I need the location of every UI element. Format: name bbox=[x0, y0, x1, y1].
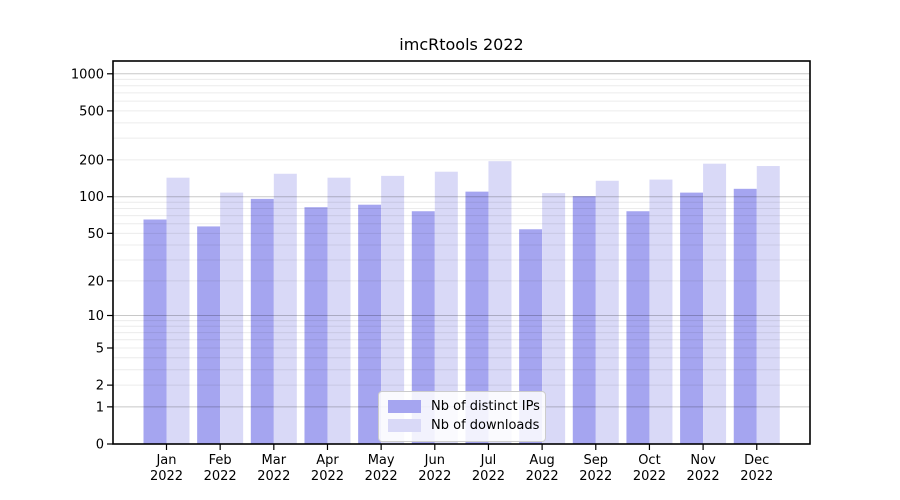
bar-downloads bbox=[220, 192, 244, 444]
bar-downloads bbox=[756, 166, 780, 445]
x-tick-label: Oct 2022 bbox=[633, 453, 666, 484]
bar-distinct-ips bbox=[465, 191, 489, 444]
bar-distinct-ips bbox=[197, 226, 221, 444]
chart-title: imcRtools 2022 bbox=[399, 35, 524, 54]
y-tick-label: 50 bbox=[87, 227, 104, 242]
bar-distinct-ips bbox=[411, 211, 435, 444]
y-tick-label: 0 bbox=[96, 438, 104, 453]
bar-distinct-ips bbox=[572, 196, 596, 444]
bar-downloads bbox=[542, 193, 566, 444]
x-tick-label: Mar 2022 bbox=[257, 453, 290, 484]
y-tick-label: 20 bbox=[87, 274, 104, 289]
bar-downloads bbox=[327, 177, 351, 445]
x-tick-label: Nov 2022 bbox=[687, 453, 720, 484]
x-tick-label: Jan 2022 bbox=[150, 453, 183, 484]
bar-downloads bbox=[381, 175, 405, 444]
bar-distinct-ips bbox=[519, 229, 543, 444]
bar-distinct-ips bbox=[733, 188, 757, 444]
y-tick-label: 1 bbox=[96, 400, 104, 415]
bar-distinct-ips bbox=[358, 204, 382, 444]
bar-distinct-ips bbox=[304, 207, 328, 444]
y-tick-label: 1000 bbox=[71, 67, 104, 82]
y-tick-label: 100 bbox=[79, 190, 104, 205]
axes-spines bbox=[112, 60, 811, 445]
y-tick-label: 2 bbox=[96, 379, 104, 394]
legend-label-downloads: Nb of downloads bbox=[431, 418, 540, 433]
legend-item-distinct-ips: Nb of distinct IPs bbox=[388, 397, 540, 416]
bar-downloads bbox=[703, 163, 727, 444]
x-tick-label: Dec 2022 bbox=[740, 453, 773, 484]
legend-item-downloads: Nb of downloads bbox=[388, 416, 540, 435]
legend-swatch-distinct-ips bbox=[388, 400, 421, 413]
bar-distinct-ips bbox=[680, 192, 704, 444]
legend: Nb of distinct IPs Nb of downloads bbox=[378, 391, 546, 442]
legend-label-distinct-ips: Nb of distinct IPs bbox=[431, 399, 540, 414]
bar-downloads bbox=[166, 177, 190, 445]
legend-swatch-downloads bbox=[388, 419, 421, 432]
bar-downloads bbox=[649, 179, 673, 444]
bar-downloads bbox=[273, 173, 297, 444]
x-tick-label: Jun 2022 bbox=[418, 453, 451, 484]
bar-distinct-ips bbox=[143, 219, 167, 444]
x-tick-label: Jul 2022 bbox=[472, 453, 505, 484]
x-tick-label: Apr 2022 bbox=[311, 453, 344, 484]
x-tick-label: Aug 2022 bbox=[526, 453, 559, 484]
y-tick-label: 500 bbox=[79, 104, 104, 119]
bar-distinct-ips bbox=[626, 211, 650, 444]
bar-downloads bbox=[595, 180, 619, 444]
bar-downloads bbox=[488, 161, 512, 444]
bar-downloads bbox=[434, 171, 458, 444]
y-tick-label: 5 bbox=[96, 341, 104, 356]
x-tick-label: May 2022 bbox=[365, 453, 398, 484]
x-tick-label: Feb 2022 bbox=[204, 453, 237, 484]
y-tick-label: 200 bbox=[79, 153, 104, 168]
x-tick-label: Sep 2022 bbox=[579, 453, 612, 484]
y-tick-label: 10 bbox=[87, 309, 104, 324]
